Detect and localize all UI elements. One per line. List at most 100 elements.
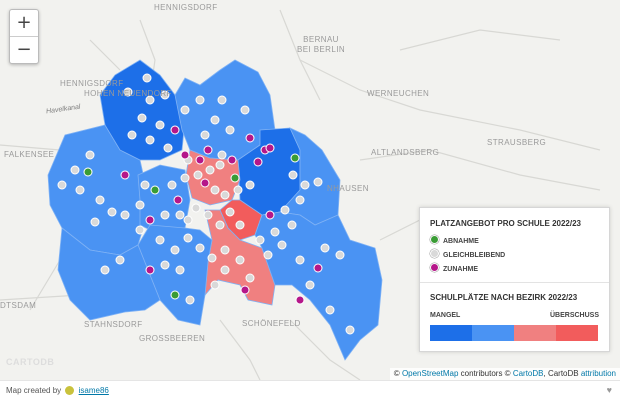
school-marker[interactable] [120,170,130,180]
school-marker[interactable] [203,210,213,220]
school-marker[interactable] [313,177,323,187]
school-marker[interactable] [135,200,145,210]
school-marker[interactable] [215,220,225,230]
school-marker[interactable] [163,143,173,153]
attribution-link[interactable]: attribution [580,369,616,378]
cartodb-link[interactable]: CartoDB [512,369,544,378]
school-marker[interactable] [210,280,220,290]
school-marker[interactable] [123,87,133,97]
map-canvas[interactable]: + − HENNIGSDORF HENNIGSDORF HOHEN NEUEND… [0,0,620,380]
school-marker[interactable] [345,325,355,335]
school-marker[interactable] [180,150,190,160]
school-marker[interactable] [265,143,275,153]
school-marker[interactable] [230,173,240,183]
school-marker[interactable] [287,220,297,230]
school-marker[interactable] [220,245,230,255]
school-marker[interactable] [135,225,145,235]
school-marker[interactable] [170,125,180,135]
school-marker[interactable] [200,130,210,140]
school-marker[interactable] [217,150,227,160]
school-marker[interactable] [167,180,177,190]
school-marker[interactable] [180,173,190,183]
osm-link[interactable]: OpenStreetMap [401,369,459,378]
school-marker[interactable] [300,180,310,190]
school-marker[interactable] [195,95,205,105]
school-marker[interactable] [75,185,85,195]
school-marker[interactable] [57,180,67,190]
school-marker[interactable] [145,95,155,105]
school-marker[interactable] [142,73,152,83]
school-marker[interactable] [145,265,155,275]
school-marker[interactable] [145,215,155,225]
heart-icon[interactable]: ♥ [606,385,612,395]
school-marker[interactable] [320,243,330,253]
school-marker[interactable] [313,263,323,273]
school-marker[interactable] [335,250,345,260]
school-marker[interactable] [175,265,185,275]
school-marker[interactable] [245,273,255,283]
school-marker[interactable] [95,195,105,205]
school-marker[interactable] [140,180,150,190]
school-marker[interactable] [295,255,305,265]
school-marker[interactable] [183,233,193,243]
school-marker[interactable] [195,243,205,253]
school-marker[interactable] [288,170,298,180]
school-marker[interactable] [70,165,80,175]
school-marker[interactable] [240,105,250,115]
school-marker[interactable] [210,185,220,195]
school-marker[interactable] [180,105,190,115]
school-marker[interactable] [85,150,95,160]
school-marker[interactable] [253,157,263,167]
school-marker[interactable] [137,113,147,123]
school-marker[interactable] [235,255,245,265]
school-marker[interactable] [220,265,230,275]
school-marker[interactable] [265,210,275,220]
school-marker[interactable] [245,180,255,190]
school-marker[interactable] [277,240,287,250]
zoom-out-button[interactable]: − [16,39,32,60]
school-marker[interactable] [160,90,170,100]
school-marker[interactable] [200,178,210,188]
school-marker[interactable] [120,210,130,220]
school-marker[interactable] [227,155,237,165]
school-marker[interactable] [160,210,170,220]
school-marker[interactable] [191,203,201,213]
school-marker[interactable] [90,217,100,227]
school-marker[interactable] [205,165,215,175]
school-marker[interactable] [173,195,183,205]
school-marker[interactable] [150,185,160,195]
school-marker[interactable] [245,133,255,143]
school-marker[interactable] [195,155,205,165]
school-marker[interactable] [217,95,227,105]
school-marker[interactable] [295,195,305,205]
zoom-in-button[interactable]: + [10,10,38,37]
school-marker[interactable] [280,205,290,215]
school-marker[interactable] [107,207,117,217]
school-marker[interactable] [290,153,300,163]
school-marker[interactable] [155,235,165,245]
school-marker[interactable] [295,295,305,305]
school-marker[interactable] [115,255,125,265]
school-marker[interactable] [175,210,185,220]
author-link[interactable]: isame86 [78,386,109,395]
school-marker[interactable] [220,190,230,200]
school-marker[interactable] [127,130,137,140]
school-marker[interactable] [270,227,280,237]
school-marker[interactable] [235,220,245,230]
school-marker[interactable] [100,265,110,275]
school-marker[interactable] [325,305,335,315]
school-marker[interactable] [240,285,250,295]
school-marker[interactable] [203,145,213,155]
school-marker[interactable] [305,280,315,290]
school-marker[interactable] [83,167,93,177]
school-marker[interactable] [210,115,220,125]
school-marker[interactable] [255,235,265,245]
school-marker[interactable] [170,245,180,255]
school-marker[interactable] [185,295,195,305]
school-marker[interactable] [145,135,155,145]
school-marker[interactable] [207,253,217,263]
school-marker[interactable] [183,215,193,225]
school-marker[interactable] [193,170,203,180]
school-marker[interactable] [155,120,165,130]
school-marker[interactable] [215,160,225,170]
